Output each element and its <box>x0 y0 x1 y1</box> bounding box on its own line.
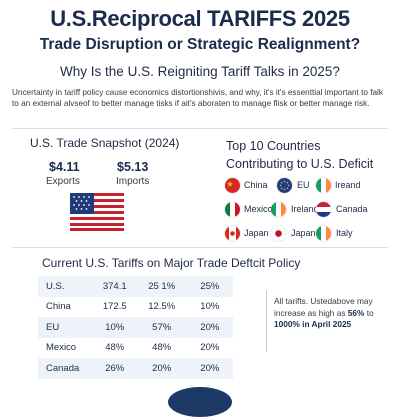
page-subtitle: Trade Disruption or Strategic Realignmen… <box>39 36 361 53</box>
table-cell: 57% <box>136 317 187 338</box>
country-label: Japan <box>244 228 269 238</box>
tariffs-table: U.S. 374.1 25 1% 25% China 172.5 12.5% 1… <box>38 276 233 379</box>
table-row: China 172.5 12.5% 10% <box>38 297 233 318</box>
page-title: U.S.Reciprocal TARIFFS 2025 <box>50 6 350 31</box>
table-cell: Mexico <box>46 342 77 354</box>
country-label: Italy <box>336 228 353 238</box>
exports-value: $4.11 <box>49 160 80 174</box>
ireland-flag-icon <box>316 226 331 241</box>
countries-title: Top 10 Countries Contributing to U.S. De… <box>226 139 374 171</box>
ireland-flag-icon <box>316 178 331 193</box>
table-cell: 48% <box>152 342 172 354</box>
note-highlight: 1000% in April 2025 <box>274 319 352 329</box>
table-cell: 48% <box>105 342 125 354</box>
table-cell: 20% <box>136 358 187 379</box>
country-label: Canada <box>336 204 368 214</box>
table-cell: 172.5 <box>102 301 127 313</box>
snapshot-title: U.S. Trade Snapshot (2024) <box>30 136 180 150</box>
table-row: EU 10% 57% 20% <box>38 317 233 338</box>
imports-label: Imports <box>116 176 150 187</box>
note-divider <box>266 290 267 352</box>
table-row: U.S. 374.1 25 1% 25% <box>38 276 233 297</box>
eu-flag-icon <box>277 178 292 193</box>
divider <box>12 128 388 129</box>
canada-flag-icon <box>225 226 240 241</box>
us-flag-icon <box>70 193 124 231</box>
country-label: China <box>244 180 268 190</box>
mexico-flag-icon <box>225 202 240 217</box>
table-cell: 20% <box>186 358 233 379</box>
country-label: Ireand <box>335 180 361 190</box>
tariffs-title: Current U.S. Tariffs on Major Trade Deft… <box>42 256 301 270</box>
japan-flag-icon <box>271 226 286 241</box>
imports-value: $5.13 <box>117 160 149 174</box>
tariff-note: All tarifts. Ustedabove may increase as … <box>274 296 394 331</box>
country-label: Japan <box>291 228 316 238</box>
china-flag-icon <box>225 178 240 193</box>
country-label: EU <box>297 180 310 190</box>
country-label: Ireland <box>291 204 319 214</box>
exports-label: Exports <box>46 176 80 187</box>
country-label: Mexico <box>244 204 273 214</box>
table-cell: 12.5% <box>148 301 176 313</box>
table-cell: 20% <box>186 317 233 338</box>
table-cell: 25% <box>186 276 233 297</box>
table-cell: Canada <box>38 358 93 379</box>
table-row: Canada 26% 20% 20% <box>38 358 233 379</box>
intro-paragraph: Uncertainty in tariff policy cause econo… <box>12 88 383 108</box>
note-text: All tarifts. Ustedabove may increase as … <box>274 296 373 318</box>
table-row: Mexico 48% 48% 20% <box>38 338 233 359</box>
ireland-flag-icon <box>271 202 286 217</box>
table-cell: EU <box>38 317 93 338</box>
bottom-decoration <box>168 387 232 417</box>
table-cell: 10% <box>200 301 220 313</box>
table-cell: 20% <box>200 342 220 354</box>
table-cell: 26% <box>92 358 137 379</box>
table-cell: 374.1 <box>92 276 137 297</box>
table-cell: China <box>46 301 71 313</box>
note-text: to <box>364 307 374 318</box>
section-question: Why Is the U.S. Reigniting Tariff Talks … <box>60 64 340 79</box>
table-cell: 10% <box>92 317 137 338</box>
divider <box>12 247 388 248</box>
table-cell: U.S. <box>38 276 93 297</box>
netherlands-flag-icon <box>316 202 331 217</box>
note-highlight: 56% <box>347 307 365 318</box>
table-cell: 25 1% <box>136 276 187 297</box>
